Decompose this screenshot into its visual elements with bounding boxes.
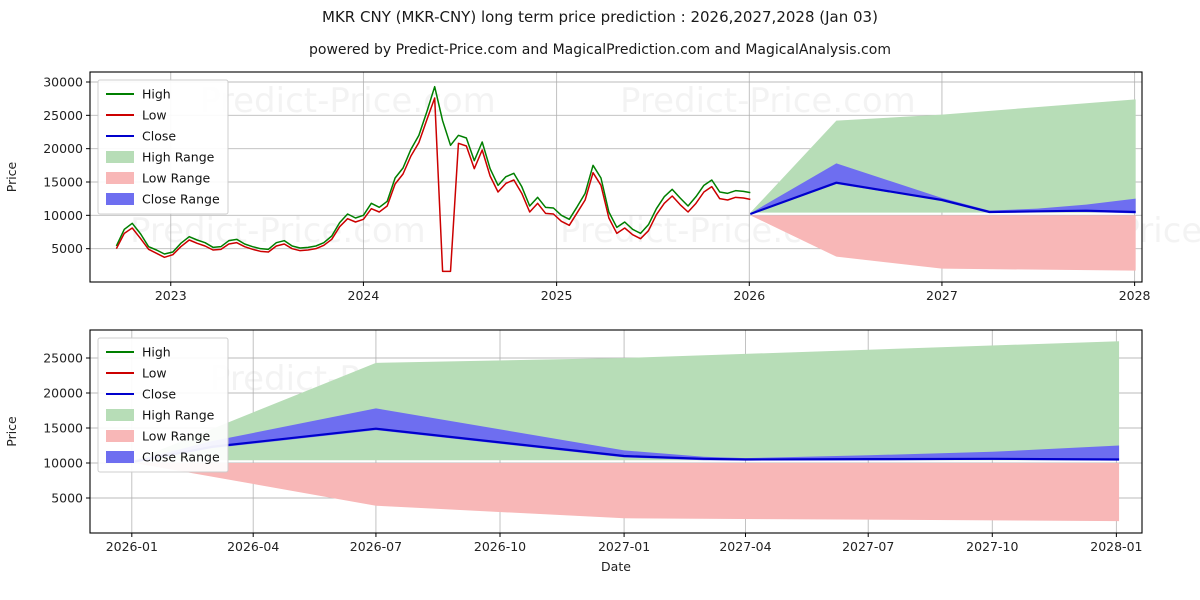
legend-patch-swatch xyxy=(106,172,134,184)
watermark-text: Predict-Price.com xyxy=(620,81,916,121)
y-tick-label: 10000 xyxy=(43,456,83,471)
legend-item-close-range: Close Range xyxy=(106,450,220,465)
y-tick-label: 10000 xyxy=(43,208,83,223)
legend-item-low: Low xyxy=(106,366,167,381)
legend-patch-swatch xyxy=(106,451,134,463)
x-tick-label: 2027-07 xyxy=(842,539,894,554)
x-tick-label: 2023 xyxy=(155,288,187,303)
series-close xyxy=(134,427,1120,463)
watermark-layer: Predict-Price.comPredict-Price.comPredic… xyxy=(130,81,1200,251)
band-close-range xyxy=(134,408,1120,463)
legend-label: High xyxy=(142,87,171,102)
legend-label: Close xyxy=(142,387,176,402)
x-tick-label: 2025 xyxy=(541,288,573,303)
series-high xyxy=(115,85,751,255)
band-low-range xyxy=(134,463,1120,522)
y-tick-label: 20000 xyxy=(43,386,83,401)
legend-label: Close Range xyxy=(142,192,220,207)
legend-label: High xyxy=(142,345,171,360)
series-low xyxy=(115,97,751,273)
x-tick-label: 2026-10 xyxy=(474,539,526,554)
y-tick-label: 25000 xyxy=(43,108,83,123)
watermark-text: Predict-Price.com xyxy=(200,81,496,121)
legend-item-high-range: High Range xyxy=(106,408,215,423)
legend-item-low-range: Low Range xyxy=(106,429,211,444)
legend-label: Close xyxy=(142,129,176,144)
legend-label: High Range xyxy=(142,150,215,165)
legend-item-low: Low xyxy=(106,108,167,123)
y-tick-label: 15000 xyxy=(43,175,83,190)
legend-item-close-range: Close Range xyxy=(106,192,220,207)
legend-label: Close Range xyxy=(142,450,220,465)
page-subtitle: powered by Predict-Price.com and Magical… xyxy=(309,42,891,58)
legend: High Low Close High Range Low Range Close Ran… xyxy=(97,79,229,215)
x-tick-label: 2024 xyxy=(348,288,380,303)
y-tick-label: 15000 xyxy=(43,421,83,436)
x-tick-label: 2026-01 xyxy=(106,539,158,554)
x-tick-label: 2026 xyxy=(733,288,765,303)
bottom-chart-canvas: Predict-Price.comPredict-Price.comPredic… xyxy=(4,329,1143,574)
legend-item-close: Close xyxy=(106,387,176,402)
axes: 5000 10000 15000 20000 25000 2026-01 2026-04 20… xyxy=(43,351,1142,555)
legend-item-low-range: Low Range xyxy=(106,171,211,186)
legend-patch-swatch xyxy=(106,151,134,163)
x-tick-label: 2026-07 xyxy=(350,539,402,554)
x-tick-label: 2027-01 xyxy=(598,539,650,554)
x-axis-label: Date xyxy=(601,308,631,310)
legend-patch-swatch xyxy=(106,409,134,421)
legend-label: Low xyxy=(142,108,167,123)
y-tick-label: 20000 xyxy=(43,141,83,156)
legend-patch-swatch xyxy=(106,430,134,442)
x-tick-label: 2027-04 xyxy=(719,539,771,554)
y-tick-label: 25000 xyxy=(43,351,83,366)
series-close xyxy=(749,181,1136,216)
x-tick-label: 2028-01 xyxy=(1090,539,1142,554)
page-title: MKR CNY (MKR-CNY) long term price predic… xyxy=(322,8,878,26)
x-tick-label: 2026-04 xyxy=(227,539,279,554)
axes: 5000 10000 15000 20000 25000 30000 2023 2024 202… xyxy=(43,75,1150,304)
legend-item-high: High xyxy=(106,345,171,360)
band-close-range xyxy=(750,163,1136,215)
x-tick-label: 2028 xyxy=(1119,288,1151,303)
legend-patch-swatch xyxy=(106,193,134,205)
y-tick-label: 5000 xyxy=(51,241,83,256)
legend-label: High Range xyxy=(142,408,215,423)
band-low-range xyxy=(750,215,1136,271)
legend-label: Low Range xyxy=(142,429,211,444)
legend-item-high-range: High Range xyxy=(106,150,215,165)
y-axis-label: Price xyxy=(4,161,19,192)
legend-item-high: High xyxy=(106,87,171,102)
legend: High Low Close High Range Low Range Close Ran… xyxy=(97,337,229,473)
top-chart-canvas: Predict-Price.comPredict-Price.comPredic… xyxy=(4,71,1200,310)
x-tick-label: 2027 xyxy=(926,288,958,303)
y-tick-label: 5000 xyxy=(51,491,83,506)
y-axis-label: Price xyxy=(4,416,19,447)
y-tick-label: 30000 xyxy=(43,75,83,90)
legend-label: Low Range xyxy=(142,171,211,186)
legend-item-close: Close xyxy=(106,129,176,144)
x-axis-label: Date xyxy=(601,559,631,574)
legend-label: Low xyxy=(142,366,167,381)
x-tick-label: 2027-10 xyxy=(966,539,1018,554)
